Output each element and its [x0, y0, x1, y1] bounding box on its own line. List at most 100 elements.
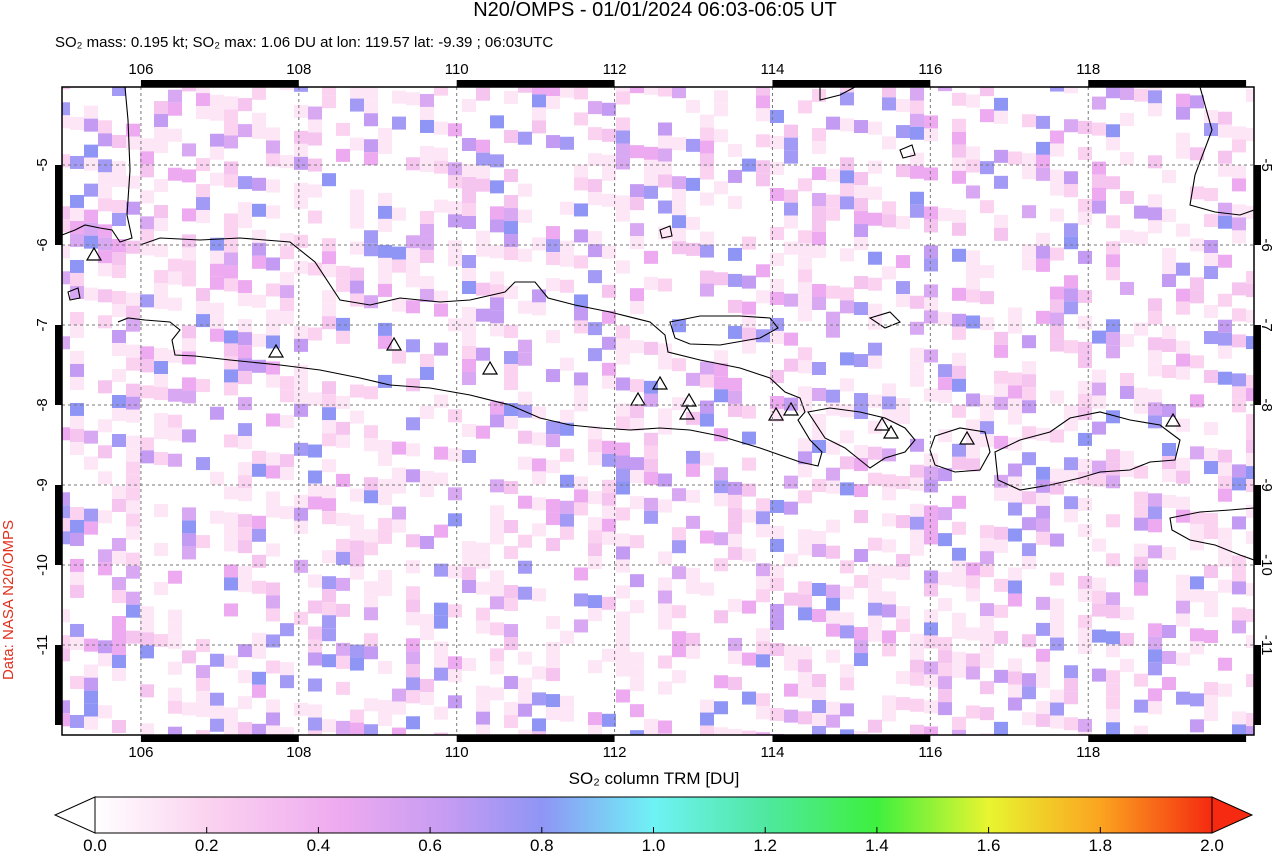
so2-cell — [980, 707, 994, 721]
so2-cell — [112, 200, 126, 213]
so2-cell — [378, 257, 392, 271]
so2-cell — [770, 369, 784, 383]
so2-cell — [910, 698, 924, 712]
so2-cell — [770, 525, 784, 539]
so2-cell — [98, 198, 112, 212]
so2-cell — [168, 635, 182, 649]
so2-cell — [644, 250, 658, 264]
so2-cell — [868, 394, 882, 408]
so2-cell — [756, 160, 770, 174]
so2-cell — [952, 92, 966, 106]
so2-cell — [924, 128, 938, 142]
so2-cell — [294, 390, 308, 404]
so2-cell — [1050, 247, 1064, 261]
so2-cell — [406, 651, 420, 665]
so2-cell — [140, 385, 154, 399]
so2-cell — [700, 739, 714, 752]
so2-cell — [266, 205, 280, 219]
so2-cells — [62, 87, 1254, 752]
so2-cell — [770, 135, 784, 149]
so2-cell — [700, 452, 714, 466]
so2-cell — [1176, 366, 1190, 380]
so2-cell — [784, 241, 798, 255]
so2-cell — [462, 580, 476, 593]
so2-cell — [266, 413, 280, 427]
so2-cell — [308, 639, 322, 653]
so2-cell — [294, 195, 308, 209]
so2-cell — [112, 486, 126, 499]
so2-cell — [826, 545, 840, 559]
so2-cell — [798, 607, 812, 621]
so2-cell — [308, 704, 322, 718]
so2-cell — [1106, 462, 1120, 476]
so2-cell — [924, 505, 938, 519]
so2-cell — [826, 519, 840, 533]
so2-cell — [588, 231, 602, 245]
so2-cell — [1148, 389, 1162, 403]
so2-cell — [196, 87, 210, 94]
so2-cell — [98, 419, 112, 433]
so2-cell — [490, 505, 504, 519]
so2-cell — [658, 174, 672, 188]
so2-cell — [630, 665, 644, 679]
so2-cell — [70, 272, 84, 286]
so2-cell — [574, 255, 588, 269]
so2-cell — [112, 720, 126, 733]
so2-cell — [336, 681, 350, 695]
so2-cell — [1148, 87, 1162, 91]
so2-cell — [1134, 205, 1148, 219]
so2-cell — [1008, 502, 1022, 516]
so2-cell — [406, 534, 420, 548]
lon-border-bar — [772, 735, 931, 742]
so2-cell — [112, 343, 126, 356]
so2-cell — [616, 377, 630, 391]
so2-cell — [840, 170, 854, 184]
so2-cell — [406, 157, 420, 171]
so2-cell — [686, 177, 700, 191]
so2-cell — [532, 588, 546, 602]
so2-cell — [952, 716, 966, 730]
so2-cell — [616, 143, 630, 157]
so2-cell — [392, 480, 406, 494]
so2-cell — [616, 91, 630, 105]
so2-cell — [308, 470, 322, 484]
so2-cell — [574, 320, 588, 334]
so2-cell — [1106, 553, 1120, 567]
so2-cell — [854, 627, 868, 641]
so2-cell — [826, 194, 840, 208]
so2-cell — [252, 580, 266, 594]
so2-cell — [812, 128, 826, 141]
so2-cell — [98, 653, 112, 667]
so2-cell — [462, 99, 476, 112]
so2-cell — [378, 660, 392, 674]
so2-cell — [1050, 130, 1064, 144]
so2-cell — [294, 182, 308, 196]
so2-cell — [588, 491, 602, 505]
so2-cell — [1106, 683, 1120, 697]
so2-cell — [154, 218, 168, 232]
so2-cell — [406, 274, 420, 288]
so2-cell — [294, 87, 308, 92]
so2-cell — [952, 612, 966, 626]
so2-cell — [294, 702, 308, 716]
sumbawa-coast — [994, 411, 1181, 491]
so2-cell — [924, 284, 938, 298]
so2-cell — [756, 264, 770, 278]
so2-cell — [840, 157, 854, 171]
so2-cell — [1204, 695, 1218, 709]
so2-cell — [812, 700, 826, 713]
so2-cell — [994, 370, 1008, 384]
so2-cell — [406, 235, 420, 249]
lat-tick-label: -6 — [34, 238, 51, 251]
so2-cell — [1120, 333, 1134, 347]
so2-cell — [700, 114, 714, 128]
so2-cell — [546, 668, 560, 682]
so2-cell — [658, 161, 672, 175]
so2-cell — [924, 297, 938, 311]
so2-cell — [854, 302, 868, 316]
so2-cell — [1036, 622, 1050, 636]
so2-cell — [308, 574, 322, 588]
so2-cell — [910, 152, 924, 166]
so2-cell — [1078, 458, 1092, 472]
lat-tick-label: -8 — [34, 398, 51, 411]
